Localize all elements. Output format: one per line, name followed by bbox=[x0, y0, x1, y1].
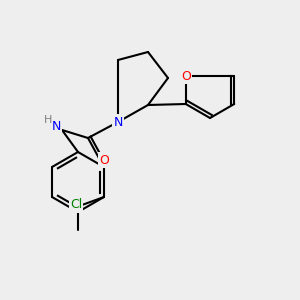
Text: N: N bbox=[113, 116, 123, 128]
Text: O: O bbox=[99, 154, 109, 166]
Text: N: N bbox=[51, 119, 61, 133]
Text: H: H bbox=[44, 115, 52, 125]
Text: Cl: Cl bbox=[70, 199, 82, 212]
Text: O: O bbox=[181, 70, 191, 83]
